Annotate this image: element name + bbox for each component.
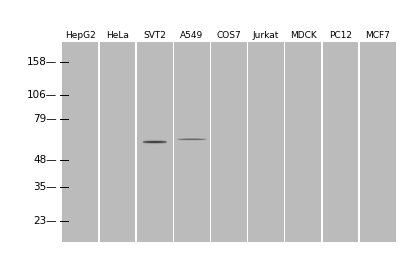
Ellipse shape [142, 142, 167, 143]
Bar [284, 42, 286, 242]
Bar [98, 42, 100, 242]
Text: 23—: 23— [34, 216, 57, 226]
Text: Jurkat: Jurkat [253, 31, 279, 40]
Ellipse shape [177, 139, 207, 140]
Text: 79—: 79— [34, 114, 57, 124]
Bar [211, 42, 247, 242]
Text: 106—: 106— [27, 90, 57, 100]
Text: HeLa: HeLa [106, 31, 129, 40]
Ellipse shape [143, 141, 167, 142]
Ellipse shape [143, 140, 166, 141]
Bar [62, 42, 396, 242]
Bar [322, 42, 358, 242]
Ellipse shape [177, 139, 207, 140]
Bar [247, 42, 248, 242]
Bar [172, 42, 174, 242]
Ellipse shape [143, 141, 166, 143]
Text: 48—: 48— [34, 155, 57, 166]
Bar [174, 42, 210, 242]
Ellipse shape [142, 141, 167, 142]
Bar [248, 42, 284, 242]
Ellipse shape [178, 138, 206, 139]
Text: 158—: 158— [27, 57, 57, 67]
Bar [360, 42, 395, 242]
Ellipse shape [177, 139, 207, 140]
Bar [63, 42, 98, 242]
Bar [321, 42, 322, 242]
Bar [136, 42, 137, 242]
Text: SVT2: SVT2 [143, 31, 166, 40]
Ellipse shape [142, 142, 167, 143]
Text: PC12: PC12 [329, 31, 352, 40]
Text: A549: A549 [180, 31, 204, 40]
Bar [286, 42, 321, 242]
Bar [210, 42, 211, 242]
Ellipse shape [143, 142, 167, 143]
Ellipse shape [143, 143, 166, 144]
Text: MDCK: MDCK [290, 31, 316, 40]
Bar [137, 42, 172, 242]
Ellipse shape [142, 141, 167, 142]
Bar [358, 42, 360, 242]
Text: COS7: COS7 [217, 31, 241, 40]
Text: 35—: 35— [34, 182, 57, 191]
Ellipse shape [178, 139, 206, 140]
Text: HepG2: HepG2 [65, 31, 96, 40]
Text: MCF7: MCF7 [365, 31, 390, 40]
Bar [100, 42, 136, 242]
